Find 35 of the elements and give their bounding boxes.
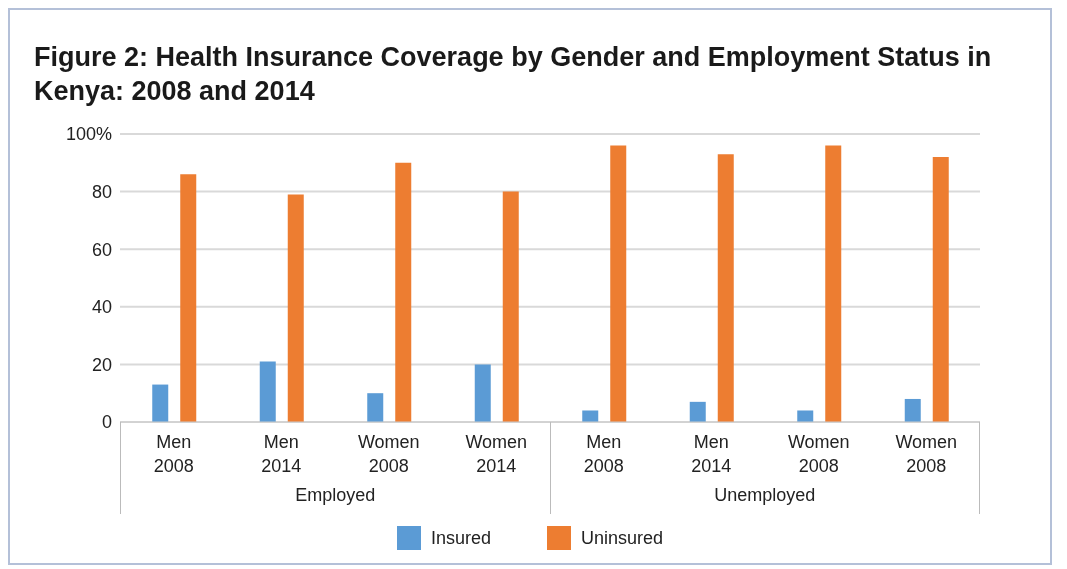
bar — [797, 410, 814, 422]
bar — [367, 393, 384, 422]
x-tick-label: Men 2008 — [153, 432, 194, 476]
x-tick-label: Women 2008 — [357, 432, 420, 476]
bar — [689, 401, 706, 422]
x-tick-label: Men 2014 — [691, 432, 732, 476]
bar — [932, 157, 949, 422]
y-tick-label: 80 — [91, 181, 112, 202]
bar — [502, 191, 519, 422]
bar — [287, 194, 304, 422]
legend-label: Uninsured — [580, 526, 664, 550]
y-tick-label: 100% — [65, 124, 112, 145]
x-tick-label: Women 2008 — [787, 432, 850, 476]
text: Employed — [294, 485, 377, 506]
x-tick-label: Men 2008 — [583, 432, 624, 476]
y-tick-label: 60 — [91, 239, 112, 260]
legend-label: Insured — [429, 526, 491, 550]
bar — [717, 154, 734, 422]
x-tick-label: Women 2014 — [465, 432, 528, 476]
bar — [825, 145, 842, 422]
bar — [474, 364, 491, 422]
bar — [610, 145, 627, 422]
y-tick-label: 20 — [91, 354, 112, 375]
bar — [904, 398, 921, 422]
bar — [180, 174, 197, 422]
y-tick-label: 40 — [91, 297, 112, 318]
bar — [582, 410, 599, 422]
x-tick-label: Women 2008 — [895, 432, 958, 476]
bar — [152, 384, 169, 422]
y-tick-label: 0 — [101, 412, 112, 433]
x-tick-label: Men 2014 — [261, 432, 302, 476]
chart-title: Figure 2: Health Insurance Coverage by Gender and Employment Status in Kenya: 2008 and 2014 — [34, 41, 993, 108]
text: Unemployed — [713, 485, 817, 506]
bar — [259, 361, 276, 422]
bar — [395, 162, 412, 422]
